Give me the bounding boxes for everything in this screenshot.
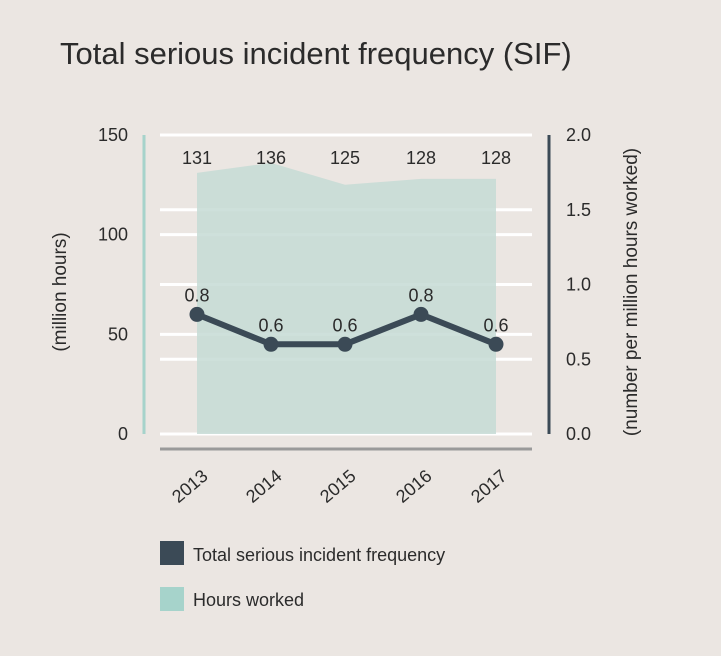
left-ticks: 0 50 100 150 — [98, 125, 128, 444]
sif-point — [189, 306, 205, 322]
right-ticks: 0.0 0.5 1.0 1.5 2.0 — [566, 125, 591, 444]
chart-title: Total serious incident frequency (SIF) — [60, 36, 572, 71]
hours-value-label: 136 — [256, 148, 286, 168]
sif-point — [337, 336, 353, 352]
sif-value-label: 0.8 — [408, 285, 433, 305]
sif-point — [263, 336, 279, 352]
hours-value-label: 128 — [406, 148, 436, 168]
legend-label-hours: Hours worked — [193, 590, 304, 610]
x-tick-label: 2014 — [242, 466, 286, 507]
left-axis-label: (million hours) — [50, 232, 71, 351]
hours-value-label: 131 — [182, 148, 212, 168]
sif-point — [413, 306, 429, 322]
right-tick-label: 0.0 — [566, 424, 591, 444]
left-tick-label: 0 — [118, 424, 128, 444]
legend-swatch-hours — [160, 587, 184, 611]
left-tick-label: 100 — [98, 225, 128, 245]
x-ticks: 2013 2014 2015 2016 2017 — [168, 466, 511, 507]
x-tick-label: 2017 — [467, 466, 511, 507]
hours-value-label: 125 — [330, 148, 360, 168]
legend-label-sif: Total serious incident frequency — [193, 545, 445, 565]
line-series: 0.8 0.6 0.6 0.8 0.6 — [184, 285, 509, 352]
right-tick-label: 1.5 — [566, 200, 591, 220]
x-tick-label: 2015 — [316, 466, 360, 507]
right-tick-label: 0.5 — [566, 349, 591, 369]
x-tick-label: 2013 — [168, 466, 212, 507]
sif-value-label: 0.6 — [258, 315, 283, 335]
hours-value-label: 128 — [481, 148, 511, 168]
sif-value-label: 0.6 — [483, 315, 508, 335]
right-tick-label: 1.0 — [566, 275, 591, 295]
left-tick-label: 50 — [108, 324, 128, 344]
area-series: 131 136 125 128 128 — [182, 148, 511, 434]
hours-worked-area — [197, 162, 496, 434]
left-tick-label: 150 — [98, 125, 128, 145]
sif-point — [488, 336, 504, 352]
right-tick-label: 2.0 — [566, 125, 591, 145]
right-axis-label: (number per million hours worked) — [621, 148, 642, 436]
sif-value-label: 0.8 — [184, 285, 209, 305]
sif-value-label: 0.6 — [332, 315, 357, 335]
legend-swatch-sif — [160, 541, 184, 565]
x-tick-label: 2016 — [392, 466, 436, 507]
